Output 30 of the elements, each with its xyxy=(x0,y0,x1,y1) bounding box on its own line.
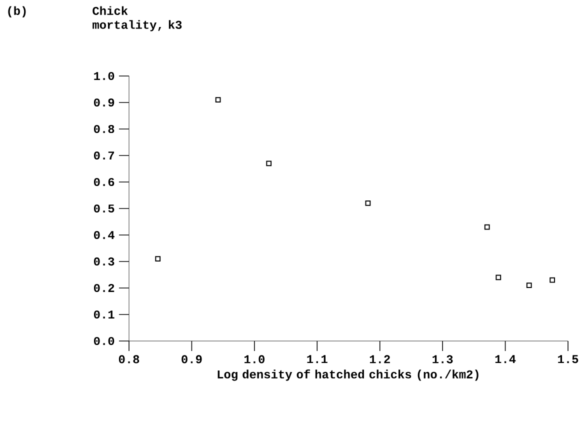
x-tick-label: 0.8 xyxy=(118,355,140,364)
point xyxy=(526,282,532,288)
y-tick-label: 0.7 xyxy=(94,151,114,160)
x-tick-label: 1.3 xyxy=(432,355,453,364)
x-tick-label: 0.9 xyxy=(182,355,202,364)
y-tick-label: 1.0 xyxy=(94,72,114,80)
x-tick-label: 1.0 xyxy=(244,355,265,364)
point xyxy=(550,277,556,283)
point xyxy=(365,200,371,206)
x-tick-label: 1.1 xyxy=(307,355,328,364)
y-tick-label: 0.1 xyxy=(94,310,114,319)
y-tick-label: 0.4 xyxy=(94,230,114,240)
x-tick-label: 1.4 xyxy=(495,355,516,364)
x-tick-label: 1.2 xyxy=(370,355,390,364)
x-tick-label: 1.5 xyxy=(558,355,578,364)
y-tick-label: 0.2 xyxy=(94,284,114,292)
y-axis-title: Chick mortality, k3 xyxy=(92,6,182,32)
text: (b) xyxy=(8,6,26,18)
y-tick-label: 0.5 xyxy=(94,204,114,213)
y-tick-label: 0.3 xyxy=(94,257,114,266)
y-tick-label: 0.9 xyxy=(94,98,114,107)
y-tick-label: 0.6 xyxy=(94,178,114,186)
point xyxy=(266,160,272,166)
x-axis-title: Log density of hatched chicks (no./km2) xyxy=(218,369,478,381)
point xyxy=(215,97,221,103)
point xyxy=(484,224,490,230)
point xyxy=(496,274,502,280)
y-tick-label: 0.0 xyxy=(94,336,114,346)
y-tick-label: 0.8 xyxy=(94,124,114,134)
point xyxy=(155,256,161,262)
